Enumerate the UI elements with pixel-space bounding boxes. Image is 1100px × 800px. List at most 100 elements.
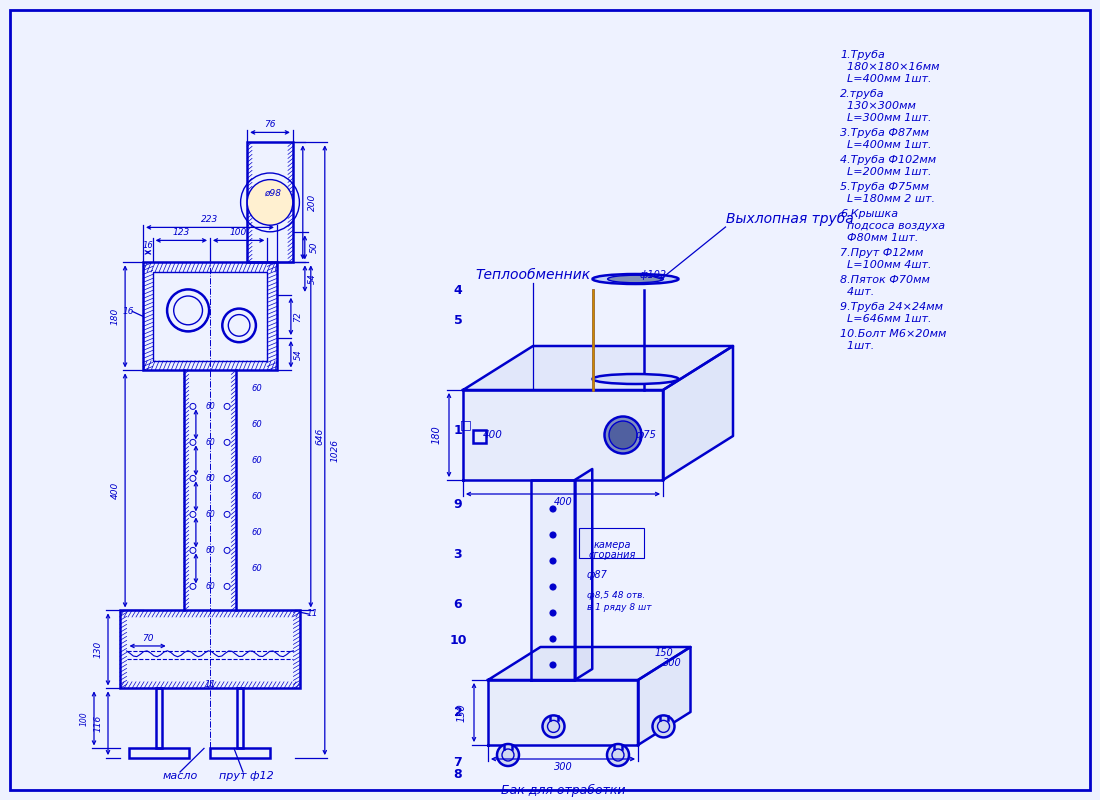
Text: прут ф12: прут ф12	[219, 771, 274, 781]
Text: 223: 223	[201, 215, 219, 224]
Bar	[473, 430, 485, 442]
Text: масло: масло	[163, 771, 198, 781]
Text: 1026: 1026	[330, 438, 339, 462]
Text: 7.Прут Ф12мм: 7.Прут Ф12мм	[840, 248, 923, 258]
Text: 123: 123	[173, 228, 190, 237]
Circle shape	[542, 715, 564, 738]
Text: камера: камера	[594, 540, 631, 550]
Text: Ф80мм 1шт.: Ф80мм 1шт.	[840, 233, 918, 243]
Circle shape	[248, 180, 293, 226]
Text: 2.труба: 2.труба	[840, 89, 884, 99]
Text: 8: 8	[453, 769, 462, 782]
Circle shape	[550, 558, 556, 564]
Text: 2: 2	[453, 706, 462, 719]
Text: □: □	[460, 418, 472, 431]
Text: 646: 646	[316, 428, 324, 445]
Text: ф102: ф102	[640, 270, 667, 280]
Polygon shape	[638, 647, 691, 745]
Text: 6.Крышка: 6.Крышка	[840, 209, 898, 219]
Text: 9: 9	[453, 498, 462, 511]
Polygon shape	[463, 346, 733, 390]
Bar	[236, 688, 243, 749]
Circle shape	[550, 636, 556, 642]
Text: 10: 10	[449, 634, 466, 646]
Text: L=200мм 1шт.: L=200мм 1шт.	[840, 167, 932, 177]
Text: Теплообменник: Теплообменник	[475, 268, 591, 282]
Polygon shape	[488, 647, 691, 680]
Text: 7: 7	[453, 756, 462, 769]
Text: 400: 400	[111, 482, 120, 499]
Text: 60: 60	[205, 402, 214, 411]
Text: Бак для отработки: Бак для отработки	[500, 783, 625, 797]
Circle shape	[550, 584, 556, 590]
Text: 3: 3	[453, 549, 462, 562]
Text: в 1 ряду 8 шт: в 1 ряду 8 шт	[587, 602, 651, 611]
Text: 150: 150	[654, 649, 673, 658]
Text: 9.Труба 24×24мм: 9.Труба 24×24мм	[840, 302, 943, 312]
Text: 116: 116	[94, 714, 102, 732]
Text: 180: 180	[432, 426, 442, 444]
Polygon shape	[488, 680, 638, 745]
Bar	[580, 528, 645, 558]
Text: 16: 16	[143, 241, 153, 250]
Text: 100: 100	[79, 711, 88, 726]
Polygon shape	[574, 469, 592, 680]
Text: 1: 1	[453, 423, 462, 437]
Text: 300: 300	[663, 658, 682, 669]
Text: ф75: ф75	[635, 430, 656, 440]
Text: 180: 180	[111, 308, 120, 325]
Text: ø98: ø98	[264, 189, 282, 198]
Text: L=400мм 1шт.: L=400мм 1шт.	[840, 140, 932, 150]
Text: ф87: ф87	[586, 570, 607, 580]
Text: 400: 400	[553, 497, 572, 507]
Polygon shape	[531, 480, 574, 680]
Text: 54: 54	[294, 349, 302, 359]
Text: 60: 60	[252, 492, 263, 501]
Text: 60: 60	[205, 546, 214, 555]
Text: 4шт.: 4шт.	[840, 287, 874, 297]
Text: 60: 60	[205, 510, 214, 519]
Text: 4.Труба Ф102мм: 4.Труба Ф102мм	[840, 155, 936, 165]
Text: L=300мм 1шт.: L=300мм 1шт.	[840, 113, 932, 123]
Text: 16: 16	[122, 307, 134, 316]
Text: 60: 60	[205, 582, 214, 591]
Text: 76: 76	[264, 120, 276, 129]
Text: 8.Пяток Ф70мм: 8.Пяток Ф70мм	[840, 275, 929, 285]
Text: 4: 4	[453, 283, 462, 297]
Bar	[153, 272, 267, 361]
Text: 50: 50	[310, 242, 319, 253]
Circle shape	[609, 421, 637, 449]
Ellipse shape	[593, 274, 679, 284]
Text: 180×180×16мм: 180×180×16мм	[840, 62, 939, 72]
Text: 130×300мм: 130×300мм	[840, 101, 916, 111]
Text: 10.Болт М6×20мм: 10.Болт М6×20мм	[840, 329, 946, 339]
Text: 5: 5	[453, 314, 462, 326]
Text: L=646мм 1шт.: L=646мм 1шт.	[840, 314, 932, 324]
Text: 60: 60	[205, 438, 214, 447]
Text: 54: 54	[307, 274, 317, 284]
Circle shape	[497, 744, 519, 766]
Text: L=100мм 4шт.: L=100мм 4шт.	[840, 260, 932, 270]
Text: 11: 11	[205, 680, 216, 690]
Text: 130: 130	[456, 703, 468, 722]
Text: 60: 60	[252, 456, 263, 465]
Ellipse shape	[593, 374, 679, 384]
Polygon shape	[463, 390, 663, 480]
Text: 3.Труба Ф87мм: 3.Труба Ф87мм	[840, 128, 929, 138]
Text: L=180мм 2 шт.: L=180мм 2 шт.	[840, 194, 935, 204]
Text: 5.Труба Ф75мм: 5.Труба Ф75мм	[840, 182, 929, 192]
Bar	[248, 142, 293, 262]
Polygon shape	[663, 346, 733, 480]
Circle shape	[550, 532, 556, 538]
Text: 60: 60	[252, 528, 263, 537]
Text: L=400мм 1шт.: L=400мм 1шт.	[840, 74, 932, 84]
Bar	[143, 262, 277, 370]
Circle shape	[550, 662, 556, 668]
Text: 72: 72	[294, 311, 302, 322]
Text: 400: 400	[483, 430, 503, 440]
Circle shape	[550, 506, 556, 512]
Text: 60: 60	[252, 420, 263, 429]
Text: 11: 11	[306, 610, 318, 618]
Text: Выхлопная труба: Выхлопная труба	[726, 212, 854, 226]
Circle shape	[550, 610, 556, 616]
